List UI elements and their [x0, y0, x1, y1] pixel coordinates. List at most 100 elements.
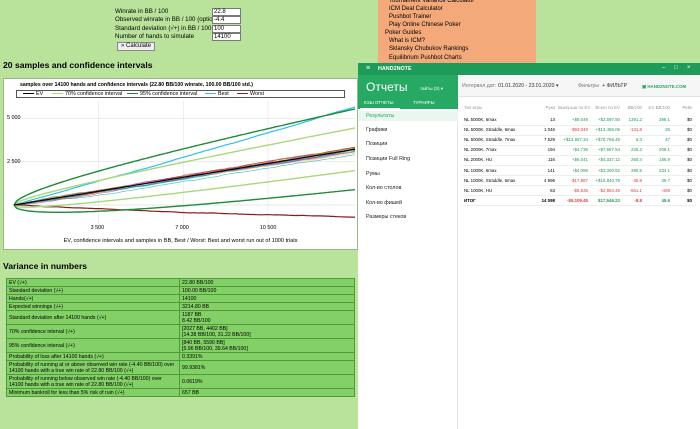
column-header[interactable]: EV BB/100 [648, 105, 670, 110]
x-tick-label: 7 000 [175, 225, 189, 231]
ci95-upper-line [13, 108, 356, 206]
sidebar-highlight [358, 111, 458, 121]
h2n-brand: ▣ HAND2NOTE.COM [642, 84, 687, 89]
maximize-icon[interactable]: □ [674, 65, 678, 71]
table-cell: 398.1 [659, 117, 670, 122]
winrate-row: Winrate in BB / 100 22.8 [115, 8, 241, 16]
table-cell: -$17,887 [570, 177, 588, 183]
table-cell: +$3,300.62 [597, 167, 620, 173]
variance-key: Standard deviation after 14100 hands (√+… [6, 310, 180, 325]
variance-key: Hands(√+) [6, 294, 180, 303]
sidebar-item-1[interactable]: Графики [366, 127, 388, 133]
h2n-app-title: HAND2NOTE [378, 66, 412, 72]
variance-form: Winrate in BB / 100 22.8 Observed winrat… [115, 8, 241, 52]
hands-input[interactable]: 14100 [212, 32, 241, 41]
legend-ci70: 70% confidence interval [52, 91, 122, 97]
variance-value: [840 BB, 5590 BB] [5.96 BB/100, 39.64 BB/… [179, 338, 355, 353]
table-cell: +$2,597.50 [597, 117, 620, 122]
table-cell: +$70,768.49 [595, 137, 620, 143]
observed-winrate-input[interactable]: -4.4 [212, 16, 241, 25]
column-header[interactable]: BB/100 [627, 105, 642, 110]
variance-value-line: 0.3391% [182, 353, 203, 360]
variance-key: Probability of running at or above obser… [6, 360, 180, 375]
table-cell: +$7,957.54 [597, 147, 620, 153]
sidebar-item-4[interactable]: Румы [366, 171, 380, 177]
chart-legend: EV 70% confidence interval 95% confidenc… [16, 90, 345, 98]
table-cell: $0 [687, 177, 692, 183]
table-cell: -$2,954.49 [599, 187, 620, 193]
table-cell: +$13,667.34 [563, 137, 588, 143]
hand2note-window: ≡ HAND2NOTE – □ × Отчеты тайты (3) ▾ КЭШ… [358, 63, 700, 429]
variance-key: Probability of running below observed wi… [6, 374, 180, 389]
x-tick-label: 3 500 [90, 225, 105, 231]
variance-key: 95% confidence interval (√+) [6, 338, 180, 353]
best-line [13, 106, 356, 206]
variance-row: Probability of running at or above obser… [6, 360, 355, 375]
hamburger-icon[interactable]: ≡ [366, 65, 371, 72]
tab-cash-reports[interactable]: КЭШ ОТЧЕТЫ [364, 100, 394, 105]
tab-tournaments[interactable]: ТУРНИРЫ [413, 100, 435, 105]
variance-value: 657 BB [179, 388, 355, 397]
sidebar-item-5[interactable]: Кол-во столов [366, 185, 402, 191]
variance-chart: samples over 14100 hands and confidence … [3, 78, 358, 250]
sidebar-item-6[interactable]: Кол-во фишей [366, 200, 403, 206]
tables-dropdown[interactable]: тайты (3) ▾ [420, 86, 444, 91]
column-header[interactable]: Выигрыш по EV [558, 105, 591, 110]
table-cell: 25 [665, 127, 670, 133]
table-cell: 225.2 [631, 147, 642, 153]
menu-item-what-is-icm[interactable]: What is ICM? [389, 38, 426, 45]
column-header[interactable]: Рейк [682, 105, 692, 110]
column-header[interactable]: Тип игры [464, 105, 483, 110]
menu-item-sklansky[interactable]: Sklansky Chubukov Rankings [389, 46, 469, 53]
sidebar-item-7[interactable]: Размеры стеков [366, 214, 407, 220]
sidebar-item-3[interactable]: Позиции Full Ring [366, 156, 411, 162]
menu-item-icm-deal[interactable]: ICM Deal Calculator [389, 6, 443, 12]
menu-item-poker-guides[interactable]: Poker Guides [385, 30, 422, 37]
table-cell: +$4,738 [572, 147, 588, 153]
std-dev-input[interactable]: 100 [212, 24, 241, 33]
minimize-icon[interactable]: – [662, 65, 666, 71]
interval-dropdown[interactable]: 01.01.2020 - 23.01.2020 ▾ [498, 83, 559, 89]
total-cell: -$5,109.45 [567, 197, 588, 203]
variance-key: Standard deviation (√+) [6, 286, 180, 295]
tools-menu: Tournament Variance Calculator ICM Deal … [378, 0, 536, 63]
variance-value-line: 657 BB [182, 389, 200, 396]
calculate-button[interactable]: » Calculate [117, 42, 156, 52]
column-header[interactable]: Руки [545, 105, 556, 110]
ci95-lower-line [13, 188, 356, 213]
table-cell: 6.3 [635, 137, 642, 143]
variance-value: 0.3391% [179, 352, 355, 361]
table-cell: $0 [687, 137, 692, 143]
table-cell: -35.8 [631, 177, 642, 183]
variance-value-line: 1187 BB [182, 311, 202, 318]
ci70-upper-line [13, 127, 356, 206]
sidebar-item-2[interactable]: Позиции [366, 141, 388, 147]
column-header[interactable]: Всего по EV [595, 105, 620, 110]
variance-row: Probability of running below observed wi… [6, 374, 355, 389]
row-divider [462, 175, 696, 176]
menu-item-pushbot-charts[interactable]: Equilibrium Pushbot Charts [389, 54, 462, 61]
menu-item-pushbot-trainer[interactable]: Pushbot Trainer [389, 14, 432, 21]
table-cell: NL 5000K, 6max [464, 117, 497, 122]
menu-item-chinese-poker[interactable]: Play Online Chinese Poker [389, 22, 461, 29]
table-cell: 4 996 [544, 177, 555, 183]
h2n-tabs: КЭШ ОТЧЕТЫ ТУРНИРЫ [358, 97, 458, 109]
variance-value: 3214.80 BB [179, 302, 355, 311]
variance-row: Minimum bankroll for less than 5% risk o… [6, 388, 355, 397]
x-tick-label: 10 500 [259, 225, 277, 231]
table-cell: +$13,455.06 [595, 127, 620, 133]
legend-ci95: 95% confidence interval [127, 91, 197, 97]
menu-item-tournament-variance[interactable]: Tournament Variance Calculator [389, 0, 475, 4]
total-cell: 14 098 [541, 197, 555, 203]
winrate-input[interactable]: 22.8 [212, 8, 241, 16]
table-cell: 234.1 [659, 167, 670, 173]
table-cell: -469 [661, 187, 670, 193]
legend-best: Best [205, 91, 229, 97]
sidebar-item-0[interactable]: Результаты [366, 113, 395, 119]
variance-row: Expected winnings (√+) 3214.80 BB [6, 302, 355, 311]
add-filter-button[interactable]: + ФИЛЬТР [602, 83, 628, 89]
table-cell: NL 2000K, 7max [464, 147, 497, 153]
hands-row: Number of hands to simulate 14100 [115, 32, 241, 41]
table-cell: NL 1000K, Straddle, 6max [464, 177, 516, 183]
close-icon[interactable]: × [687, 65, 691, 71]
